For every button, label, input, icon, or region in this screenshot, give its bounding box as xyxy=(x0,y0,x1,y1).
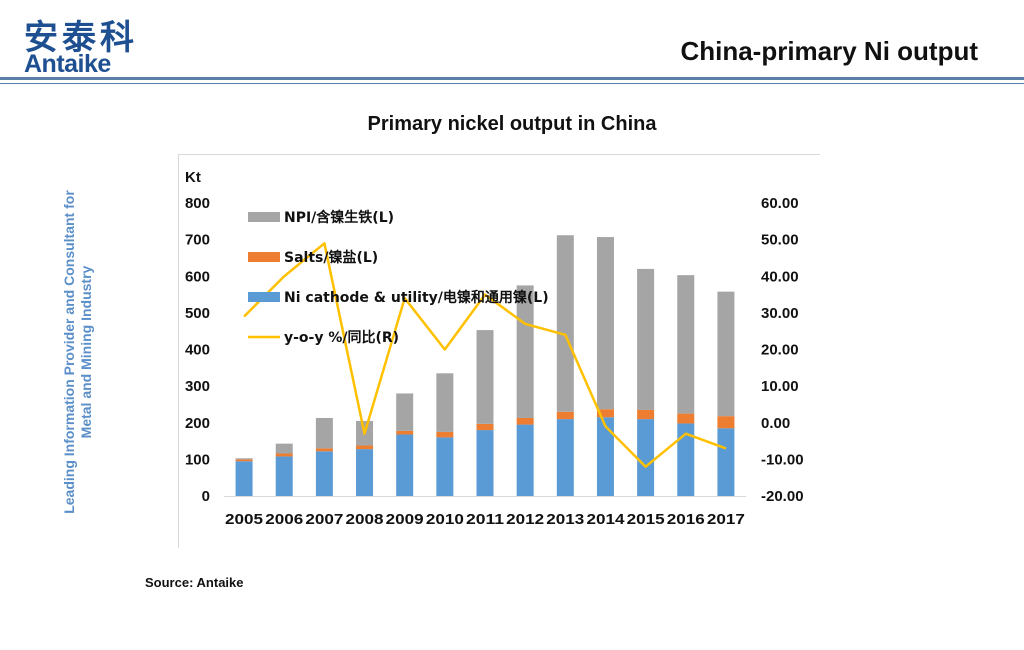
bar-salts xyxy=(436,431,454,438)
legend-ni-cathode-swatch xyxy=(248,292,280,302)
bar-salts xyxy=(596,409,614,418)
bar-npi xyxy=(275,443,293,454)
bar-npi xyxy=(556,235,574,412)
bar-npi xyxy=(235,458,253,460)
bar-salts xyxy=(356,445,374,450)
bar-salts xyxy=(476,423,494,431)
x-axis-tick-label: 2007 xyxy=(305,511,343,528)
left-axis-tick-label: 500 xyxy=(185,305,210,322)
legend-yoy-label: y-o-y %/同比(R) xyxy=(284,329,399,346)
bar-salts xyxy=(275,453,293,457)
legend-salts-label: Salts/镍盐(L) xyxy=(284,249,378,266)
x-axis-tick-label: 2015 xyxy=(627,511,665,528)
x-axis-tick-label: 2010 xyxy=(426,511,464,528)
left-axis-unit: Kt xyxy=(185,169,201,186)
sidebar-tagline: Leading Information Provider and Consult… xyxy=(61,142,95,562)
left-axis-tick-label: 0 xyxy=(202,488,210,505)
bar-salts xyxy=(315,448,333,452)
bar-salts xyxy=(677,413,695,424)
bar-ni-cathode xyxy=(315,451,333,496)
left-axis-tick-label: 300 xyxy=(185,378,210,395)
bar-salts xyxy=(235,459,253,462)
right-axis-tick-label: 0.00 xyxy=(761,415,790,432)
bar-ni-cathode xyxy=(596,417,614,496)
legend-salts-swatch xyxy=(248,252,280,262)
bar-ni-cathode xyxy=(436,437,454,496)
right-axis-tick-label: 60.00 xyxy=(761,195,799,212)
bar-salts xyxy=(556,411,574,420)
tagline-line-2: Metal and Mining Industry xyxy=(78,265,94,439)
bar-ni-cathode xyxy=(235,461,253,496)
bar-npi xyxy=(677,275,695,414)
x-axis-tick-label: 2017 xyxy=(707,511,745,528)
bar-salts xyxy=(396,430,414,435)
bar-salts xyxy=(637,409,655,420)
bar-ni-cathode xyxy=(556,419,574,496)
bar-ni-cathode xyxy=(717,428,735,496)
x-axis-tick-label: 2008 xyxy=(346,511,384,528)
chart-title: Primary nickel output in China xyxy=(367,113,657,135)
left-axis-tick-label: 200 xyxy=(185,415,210,432)
brand-logo-english: Antaike xyxy=(24,50,111,78)
bar-ni-cathode xyxy=(275,456,293,496)
x-axis-tick-label: 2014 xyxy=(586,511,625,528)
x-axis-tick-label: 2011 xyxy=(466,511,504,528)
left-axis-tick-label: 400 xyxy=(185,342,210,359)
right-axis-tick-label: 30.00 xyxy=(761,305,799,322)
right-axis-tick-label: 10.00 xyxy=(761,378,799,395)
source-note: Source: Antaike xyxy=(145,575,244,590)
x-axis-tick-label: 2012 xyxy=(506,511,544,528)
bar-npi xyxy=(436,373,454,432)
right-axis-tick-label: 40.00 xyxy=(761,268,799,285)
right-axis-tick-label: 20.00 xyxy=(761,342,799,359)
bar-npi xyxy=(476,330,494,424)
bar-ni-cathode xyxy=(356,449,374,496)
bar-npi xyxy=(717,291,735,417)
bar-ni-cathode xyxy=(476,430,494,496)
header-divider-thin xyxy=(0,83,1024,84)
x-axis-tick-label: 2009 xyxy=(386,511,424,528)
legend-ni-cathode-label: Ni cathode & utility/电镍和通用镍(L) xyxy=(284,289,549,306)
right-axis-tick-label: -10.00 xyxy=(761,451,804,468)
page-title: China-primary Ni output xyxy=(680,36,978,66)
x-axis-tick-label: 2006 xyxy=(265,511,303,528)
nickel-output-chart: Kt 0 100 200 300 400 500 600 700 800 -20.00 -10.00… xyxy=(178,154,820,548)
bar-salts xyxy=(717,416,735,429)
tagline-line-1: Leading Information Provider and Consult… xyxy=(61,190,77,514)
header-divider xyxy=(0,77,1024,80)
right-axis-tick-label: -20.00 xyxy=(761,488,804,505)
bar-npi xyxy=(516,285,534,418)
x-axis-tick-label: 2016 xyxy=(667,511,705,528)
left-axis-tick-label: 700 xyxy=(185,232,210,249)
x-axis-tick-label: 2013 xyxy=(546,511,584,528)
legend-npi-label: NPI/含镍生铁(L) xyxy=(284,209,394,226)
bar-npi xyxy=(596,237,614,410)
bar-ni-cathode xyxy=(396,434,414,496)
bar-npi xyxy=(315,417,333,449)
left-axis-tick-label: 100 xyxy=(185,451,210,468)
bar-npi xyxy=(396,393,414,431)
bar-ni-cathode xyxy=(637,419,655,496)
bar-ni-cathode xyxy=(677,423,695,496)
right-axis-tick-label: 50.00 xyxy=(761,232,799,249)
brand-logo-chinese: 安泰科 xyxy=(24,18,138,58)
legend-npi-swatch xyxy=(248,212,280,222)
x-axis-tick-label: 2005 xyxy=(225,511,263,528)
bar-ni-cathode xyxy=(516,424,534,496)
left-axis-tick-label: 800 xyxy=(185,195,210,212)
left-axis-tick-label: 600 xyxy=(185,268,210,285)
bar-salts xyxy=(516,417,534,425)
bar-npi xyxy=(637,268,655,410)
